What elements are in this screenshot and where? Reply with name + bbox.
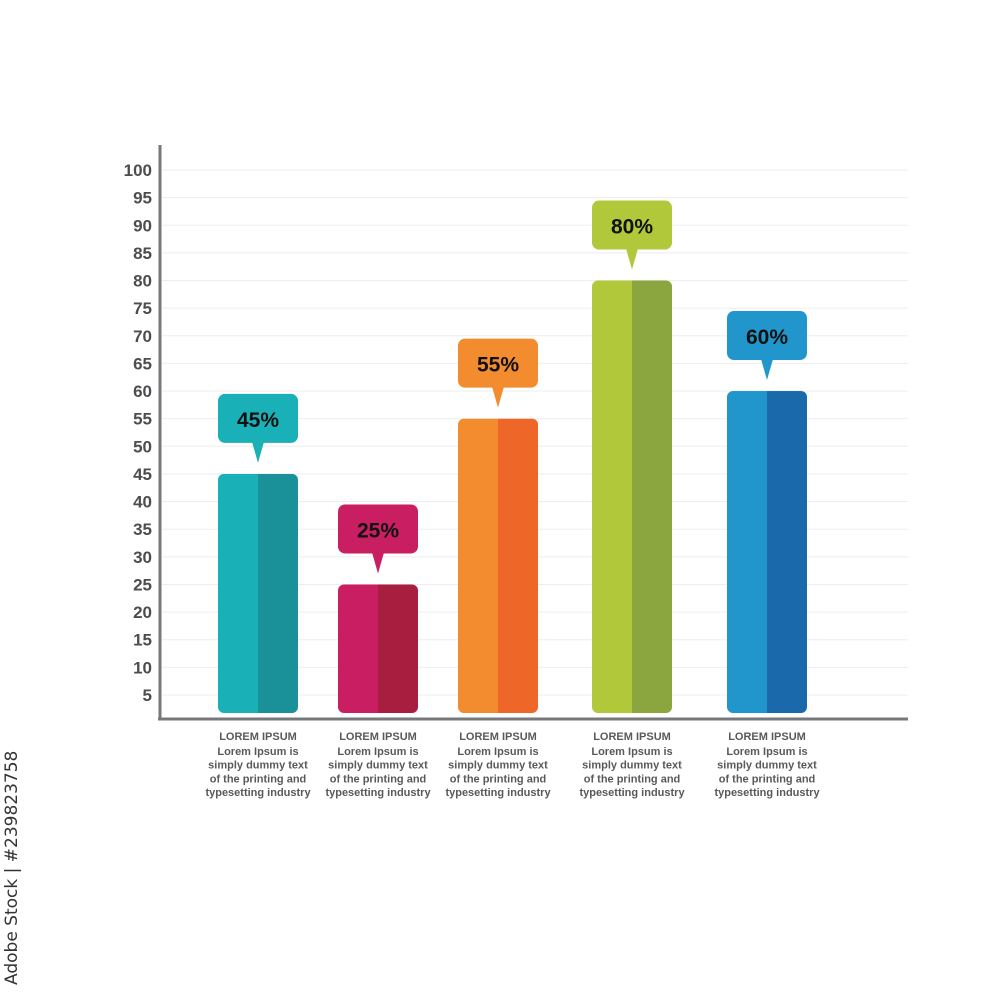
category-description-line: Lorem Ipsum is [591, 746, 672, 758]
data-label: 60% [746, 326, 788, 349]
y-tick-label: 45 [133, 465, 152, 484]
category-description-line: of the printing and [210, 773, 307, 785]
category-description-line: simply dummy text [448, 760, 548, 772]
y-tick-label: 85 [133, 244, 152, 263]
data-label: 45% [237, 409, 279, 432]
bar-light-half [218, 473, 258, 713]
bar [218, 473, 298, 713]
category-description-line: Lorem Ipsum is [217, 746, 298, 758]
data-label: 55% [477, 354, 519, 377]
y-tick-label: 5 [143, 686, 152, 705]
bar-dark-half [498, 418, 538, 713]
category-description-line: Lorem Ipsum is [337, 746, 418, 758]
category-title: LOREM IPSUM [339, 731, 417, 743]
y-tick-label: 15 [133, 631, 152, 650]
data-label-pointer [492, 386, 504, 408]
category-description-line: typesetting industry [714, 787, 820, 799]
category-title: LOREM IPSUM [219, 731, 297, 743]
category-description-line: simply dummy text [717, 760, 817, 772]
data-label-bubble [458, 338, 538, 388]
bar-dark-half [258, 473, 298, 713]
y-tick-label: 75 [133, 299, 152, 318]
category-description-line: typesetting industry [579, 787, 685, 799]
y-tick-label: 10 [133, 658, 152, 677]
y-tick-label: 25 [133, 575, 152, 594]
category-title: LOREM IPSUM [459, 731, 537, 743]
y-tick-label: 20 [133, 603, 152, 622]
category-description-line: simply dummy text [582, 760, 682, 772]
category-description-line: simply dummy text [328, 760, 428, 772]
y-tick-label: 30 [133, 548, 152, 567]
bar [458, 418, 538, 713]
category-description-line: typesetting industry [445, 787, 551, 799]
bar-light-half [338, 584, 378, 713]
category-description-line: typesetting industry [325, 787, 431, 799]
category-description-line: of the printing and [719, 773, 816, 785]
y-tick-label: 100 [124, 161, 152, 180]
data-label: 80% [611, 216, 653, 239]
y-tick-label: 50 [133, 437, 152, 456]
bar [338, 584, 418, 713]
data-label-pointer [626, 248, 638, 270]
bar [727, 391, 807, 713]
y-tick-label: 70 [133, 327, 152, 346]
y-tick-label: 40 [133, 493, 152, 512]
data-label-bubble [218, 393, 298, 443]
stock-watermark: Adobe Stock | #239823758 [2, 750, 22, 985]
category-description-line: of the printing and [450, 773, 547, 785]
y-tick-label: 80 [133, 272, 152, 291]
category-title: LOREM IPSUM [728, 731, 806, 743]
data-label-pointer [761, 359, 773, 381]
data-label: 25% [357, 519, 399, 542]
category-title: LOREM IPSUM [593, 731, 671, 743]
data-label-bubble [338, 504, 418, 554]
data-label-bubble [592, 200, 672, 250]
category-description-line: typesetting industry [205, 787, 311, 799]
data-label-pointer [252, 441, 264, 463]
category-description-line: Lorem Ipsum is [726, 746, 807, 758]
y-tick-label: 95 [133, 189, 152, 208]
data-label-bubble [727, 311, 807, 361]
bar-dark-half [378, 584, 418, 713]
y-tick-label: 35 [133, 520, 152, 539]
bar [592, 280, 672, 713]
category-description-line: Lorem Ipsum is [457, 746, 538, 758]
data-label-pointer [372, 552, 384, 574]
bar-dark-half [632, 280, 672, 713]
y-tick-label: 55 [133, 410, 152, 429]
category-description-line: of the printing and [330, 773, 427, 785]
y-tick-label: 65 [133, 354, 152, 373]
bar-dark-half [767, 391, 807, 713]
bar-light-half [727, 391, 767, 713]
y-tick-label: 90 [133, 216, 152, 235]
bar-light-half [592, 280, 632, 713]
bar-light-half [458, 418, 498, 713]
category-description-line: simply dummy text [208, 760, 308, 772]
category-description-line: of the printing and [584, 773, 681, 785]
y-tick-label: 60 [133, 382, 152, 401]
